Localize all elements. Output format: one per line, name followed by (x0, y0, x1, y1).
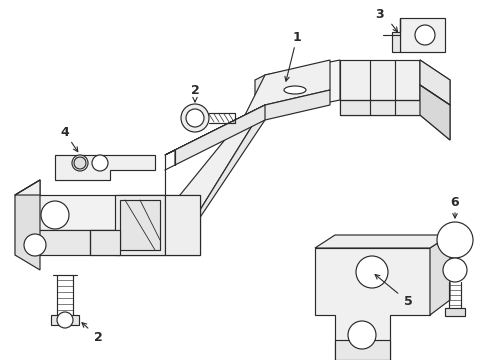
Text: 3: 3 (375, 8, 384, 21)
Polygon shape (265, 60, 340, 115)
Circle shape (186, 109, 204, 127)
Polygon shape (340, 100, 420, 115)
Polygon shape (115, 195, 165, 255)
Polygon shape (175, 195, 200, 225)
Text: 4: 4 (60, 126, 69, 139)
Circle shape (181, 104, 209, 132)
Polygon shape (15, 180, 40, 195)
Polygon shape (165, 105, 265, 155)
Polygon shape (430, 235, 450, 315)
Polygon shape (165, 195, 200, 255)
Polygon shape (51, 315, 79, 325)
Polygon shape (120, 195, 165, 210)
Polygon shape (400, 18, 445, 52)
Text: 2: 2 (191, 84, 199, 96)
Polygon shape (90, 230, 120, 255)
Polygon shape (170, 90, 330, 225)
Polygon shape (15, 230, 200, 255)
Polygon shape (15, 195, 200, 230)
Circle shape (415, 25, 435, 45)
Polygon shape (445, 308, 465, 316)
Text: 5: 5 (404, 295, 413, 308)
Circle shape (443, 258, 467, 282)
Circle shape (348, 321, 376, 349)
Polygon shape (340, 60, 420, 115)
Polygon shape (55, 155, 155, 180)
Circle shape (41, 201, 69, 229)
Circle shape (356, 256, 388, 288)
Circle shape (24, 234, 46, 256)
Polygon shape (315, 235, 450, 248)
Polygon shape (392, 18, 400, 52)
Ellipse shape (284, 86, 306, 94)
Polygon shape (180, 60, 330, 210)
Polygon shape (15, 180, 40, 270)
Circle shape (72, 155, 88, 171)
Polygon shape (335, 340, 390, 360)
Polygon shape (420, 85, 450, 140)
Polygon shape (420, 60, 450, 105)
Text: 2: 2 (94, 331, 102, 344)
Polygon shape (315, 248, 430, 360)
Circle shape (74, 157, 86, 169)
Polygon shape (255, 75, 265, 120)
Text: 1: 1 (293, 31, 301, 44)
Circle shape (92, 155, 108, 171)
Circle shape (437, 222, 473, 258)
Polygon shape (420, 60, 450, 140)
Circle shape (57, 312, 73, 328)
Polygon shape (175, 105, 265, 165)
Polygon shape (120, 200, 160, 250)
Text: 6: 6 (451, 195, 459, 208)
